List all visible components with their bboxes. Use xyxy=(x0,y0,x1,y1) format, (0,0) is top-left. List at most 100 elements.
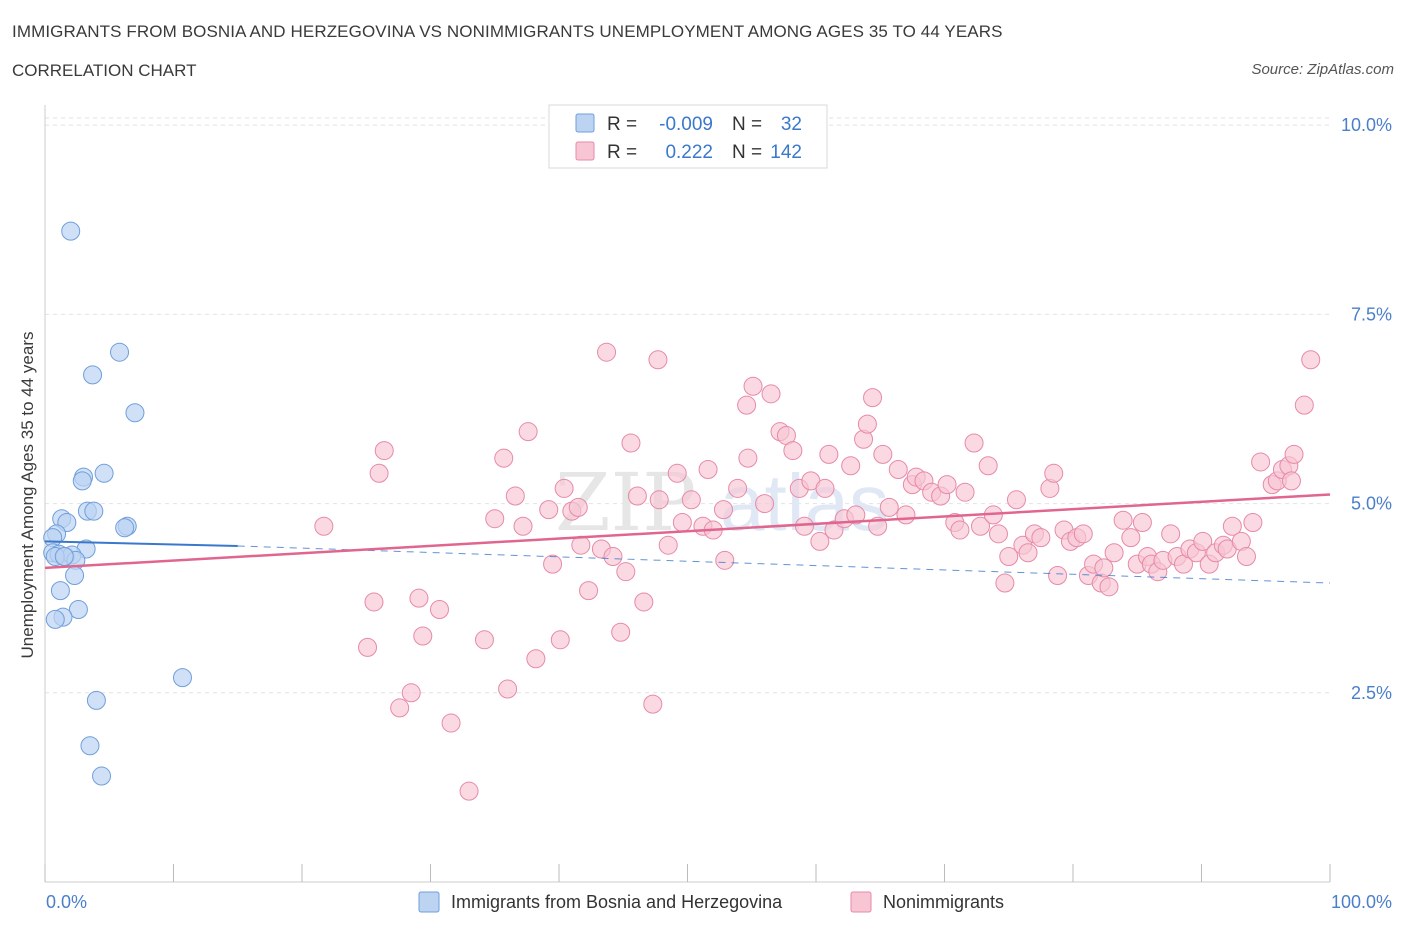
data-point-nonimmigrants xyxy=(1243,512,1263,532)
data-point-nonimmigrants xyxy=(1294,395,1314,415)
data-point-nonimmigrants xyxy=(621,433,641,453)
bottom-legend-swatch-pink xyxy=(850,891,872,913)
legend-row-pink: R = 0.222 N = 142 xyxy=(575,141,802,163)
legend-n-label: N = xyxy=(732,142,762,163)
data-point-nonimmigrants xyxy=(873,444,893,464)
data-point-nonimmigrants xyxy=(728,478,748,498)
data-point-nonimmigrants xyxy=(1236,547,1256,567)
legend-swatch-pink xyxy=(575,141,595,161)
data-point-bosnia xyxy=(50,581,70,601)
data-point-nonimmigrants xyxy=(1031,528,1051,548)
data-point-nonimmigrants xyxy=(568,497,588,517)
bottom-legend-swatch-blue xyxy=(418,891,440,913)
data-point-bosnia xyxy=(72,471,92,491)
data-point-nonimmigrants xyxy=(314,516,334,536)
data-point-nonimmigrants xyxy=(518,422,538,442)
x-tick-labels: 0.0% 100.0% xyxy=(46,892,1392,912)
data-point-nonimmigrants xyxy=(681,490,701,510)
data-point-nonimmigrants xyxy=(672,512,692,532)
data-point-bosnia xyxy=(172,668,192,688)
data-point-nonimmigrants xyxy=(409,588,429,608)
data-point-nonimmigrants xyxy=(1104,543,1124,563)
data-point-nonimmigrants xyxy=(738,448,758,468)
data-point-nonimmigrants xyxy=(1222,516,1242,536)
trendline-nonimmigrants xyxy=(44,493,1331,570)
data-point-nonimmigrants xyxy=(815,478,835,498)
data-point-nonimmigrants xyxy=(841,456,861,476)
data-point-nonimmigrants xyxy=(970,516,990,536)
data-point-nonimmigrants xyxy=(539,500,559,520)
legend-box: R = -0.009 N = 32 R = 0.222 N = 142 xyxy=(548,104,828,169)
trendlines xyxy=(44,493,1331,584)
data-point-nonimmigrants xyxy=(494,448,514,468)
chart-title: IMMIGRANTS FROM BOSNIA AND HERZEGOVINA V… xyxy=(12,22,1003,41)
data-point-bosnia xyxy=(83,365,103,385)
data-point-nonimmigrants xyxy=(579,581,599,601)
axes xyxy=(44,105,1331,883)
data-point-nonimmigrants xyxy=(627,486,647,506)
x-tick-label: 0.0% xyxy=(46,892,87,912)
data-point-nonimmigrants xyxy=(374,441,394,461)
y-axis-label: Unemployment Among Ages 35 to 44 years xyxy=(18,332,37,659)
y-tick-label: 10.0% xyxy=(1341,115,1392,135)
data-point-nonimmigrants xyxy=(554,478,574,498)
data-point-nonimmigrants xyxy=(810,531,830,551)
data-point-nonimmigrants xyxy=(743,376,763,396)
data-point-nonimmigrants xyxy=(879,497,899,517)
data-point-nonimmigrants xyxy=(603,547,623,567)
data-point-nonimmigrants xyxy=(1044,463,1064,483)
data-point-nonimmigrants xyxy=(498,679,518,699)
data-point-nonimmigrants xyxy=(1132,512,1152,532)
data-point-nonimmigrants xyxy=(505,486,525,506)
data-point-nonimmigrants xyxy=(550,630,570,650)
trendline-bosnia xyxy=(44,540,238,547)
data-point-nonimmigrants xyxy=(1073,524,1093,544)
legend-n-value: 32 xyxy=(781,114,802,135)
data-point-nonimmigrants xyxy=(1301,350,1321,370)
legend-row-blue: R = -0.009 N = 32 xyxy=(575,113,802,135)
data-point-nonimmigrants xyxy=(390,698,410,718)
data-point-bosnia xyxy=(86,690,106,710)
data-point-nonimmigrants xyxy=(995,573,1015,593)
data-point-nonimmigrants xyxy=(794,516,814,536)
data-point-bosnia xyxy=(45,609,65,629)
data-point-nonimmigrants xyxy=(1193,531,1213,551)
data-point-nonimmigrants xyxy=(413,626,433,646)
data-point-nonimmigrants xyxy=(715,550,735,570)
gridlines xyxy=(45,117,1330,694)
data-point-nonimmigrants xyxy=(513,516,533,536)
data-point-nonimmigrants xyxy=(459,781,479,801)
bottom-legend-label-blue: Immigrants from Bosnia and Herzegovina xyxy=(451,892,783,912)
data-point-nonimmigrants xyxy=(1006,490,1026,510)
data-point-nonimmigrants xyxy=(937,475,957,495)
data-point-nonimmigrants xyxy=(988,524,1008,544)
data-point-bosnia xyxy=(61,221,81,241)
data-point-bosnia xyxy=(92,766,112,786)
data-point-nonimmigrants xyxy=(761,384,781,404)
data-point-nonimmigrants xyxy=(401,683,421,703)
data-point-nonimmigrants xyxy=(888,460,908,480)
data-point-nonimmigrants xyxy=(978,456,998,476)
data-point-nonimmigrants xyxy=(667,463,687,483)
data-point-bosnia xyxy=(84,501,104,521)
legend-n-label: N = xyxy=(732,114,762,135)
data-point-nonimmigrants xyxy=(698,460,718,480)
legend-swatch-blue xyxy=(575,113,595,133)
data-point-nonimmigrants xyxy=(1099,577,1119,597)
x-tick-label: 100.0% xyxy=(1331,892,1392,912)
data-point-nonimmigrants xyxy=(1281,471,1301,491)
data-point-nonimmigrants xyxy=(634,592,654,612)
bottom-legend-label-pink: Nonimmigrants xyxy=(883,892,1004,912)
data-point-nonimmigrants xyxy=(755,494,775,514)
legend-n-value: 142 xyxy=(770,142,802,163)
data-point-nonimmigrants xyxy=(1113,510,1133,530)
data-point-bosnia xyxy=(54,547,74,567)
bottom-legend: Immigrants from Bosnia and Herzegovina N… xyxy=(418,891,1004,913)
source-label: Source: ZipAtlas.com xyxy=(1251,61,1394,78)
data-point-nonimmigrants xyxy=(964,433,984,453)
data-point-nonimmigrants xyxy=(783,441,803,461)
data-point-nonimmigrants xyxy=(1048,565,1068,585)
data-point-nonimmigrants xyxy=(1284,444,1304,464)
legend-r-value: 0.222 xyxy=(665,142,713,163)
